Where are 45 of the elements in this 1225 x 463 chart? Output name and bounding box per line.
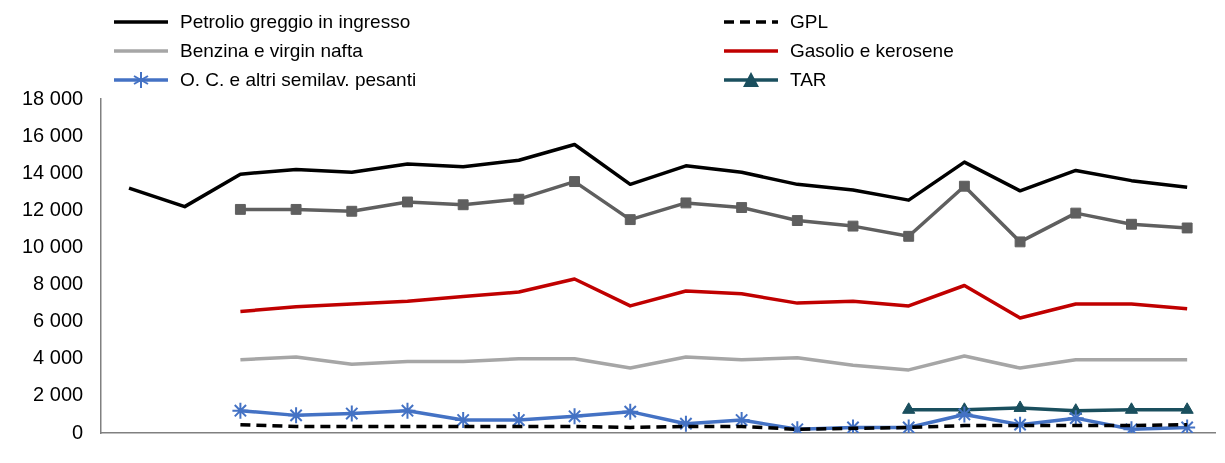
legend-label: Petrolio greggio in ingresso: [180, 10, 411, 33]
y-tick-label: 16 000: [22, 123, 84, 146]
point: [791, 215, 803, 226]
point: [1070, 207, 1082, 219]
point: [1181, 222, 1193, 234]
point: [231, 401, 250, 420]
y-tick-label: 6 000: [33, 309, 84, 332]
legend-label: Gasolio e kerosene: [790, 39, 954, 62]
point: [680, 197, 692, 209]
point: [847, 220, 859, 232]
y-tick-label: 14 000: [22, 160, 84, 183]
point: [955, 405, 974, 424]
y-tick-label: 8 000: [33, 272, 84, 295]
point: [1180, 402, 1194, 414]
y-tick-label: 0: [72, 420, 84, 443]
y-tick-label: 4 000: [33, 346, 84, 369]
y-tick-label: 10 000: [22, 234, 84, 257]
point: [569, 176, 580, 188]
y-tick-label: 18 000: [22, 86, 84, 109]
point: [902, 402, 916, 414]
point: [1178, 418, 1197, 433]
legend-label: O. C. e altri semilav. pesanti: [180, 68, 417, 91]
legend-label: TAR: [790, 68, 827, 91]
y-tick-label: 12 000: [22, 197, 84, 220]
point: [290, 203, 302, 215]
point: [1014, 236, 1026, 248]
point: [624, 214, 636, 226]
point: [736, 202, 748, 213]
point: [1126, 218, 1137, 230]
point: [676, 414, 695, 433]
point: [513, 193, 525, 205]
legend-label: GPL: [790, 10, 829, 33]
y-tick-label: 2 000: [33, 383, 84, 406]
point: [1013, 400, 1027, 412]
point: [346, 205, 358, 217]
point: [402, 196, 413, 208]
point: [1124, 402, 1139, 414]
point: [287, 406, 306, 425]
point: [234, 203, 246, 215]
point: [903, 230, 915, 242]
point: [457, 199, 469, 211]
point: [958, 180, 970, 192]
point: [398, 401, 417, 420]
legend-label: Benzina e virgin nafta: [180, 39, 363, 62]
point: [621, 402, 640, 421]
